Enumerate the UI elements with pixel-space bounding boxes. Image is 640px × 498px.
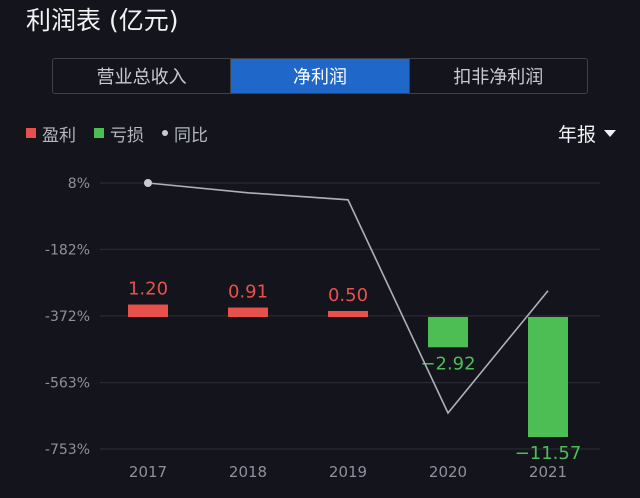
x-tick-label: 2017: [129, 463, 167, 481]
y-tick-label: -563%: [45, 376, 90, 392]
loss-swatch-icon: [94, 128, 104, 138]
metric-tabs: 营业总收入 净利润 扣非净利润: [52, 58, 588, 94]
bar: [128, 304, 168, 317]
legend-profit-label: 盈利: [42, 125, 76, 146]
legend-profit[interactable]: 盈利: [26, 121, 76, 146]
bar-value-label: 0.50: [328, 285, 368, 306]
bar-value-label: 0.91: [228, 282, 268, 303]
period-selector-label: 年报: [557, 123, 596, 146]
x-tick-label: 2020: [429, 463, 467, 481]
legend-yoy[interactable]: 同比: [162, 121, 208, 146]
tab-net-profit[interactable]: 净利润: [231, 59, 410, 93]
legend-loss[interactable]: 亏损: [94, 121, 144, 146]
x-tick-label: 2021: [529, 463, 567, 481]
tab-total-revenue[interactable]: 营业总收入: [53, 59, 232, 93]
x-tick-label: 2019: [329, 463, 367, 481]
legend-yoy-label: 同比: [174, 125, 208, 146]
bar: [428, 317, 468, 348]
y-tick-label: -753%: [45, 442, 90, 458]
bar: [228, 307, 268, 317]
bar-value-label: −2.92: [420, 353, 475, 374]
yoy-line: [147, 182, 549, 415]
bar: [528, 317, 568, 437]
tab-deducted-net-profit[interactable]: 扣非净利润: [453, 67, 544, 88]
yoy-dot-icon: [162, 130, 168, 136]
y-tick-label: 8%: [68, 176, 90, 192]
profit-swatch-icon: [26, 128, 36, 138]
bar-value-label: −11.57: [515, 443, 582, 464]
y-tick-label: -182%: [45, 242, 90, 258]
y-tick-label: -372%: [45, 309, 90, 325]
yoy-point: [144, 179, 152, 187]
period-selector[interactable]: 年报: [558, 120, 616, 146]
page-title: 利润表 (亿元): [26, 6, 179, 35]
chart-legend: 盈利 亏损 同比: [26, 120, 226, 146]
legend-loss-label: 亏损: [110, 125, 144, 146]
x-tick-label: 2018: [229, 463, 267, 481]
bar-value-label: 1.20: [128, 279, 168, 300]
bar: [328, 311, 368, 317]
chevron-down-icon: [604, 129, 616, 137]
